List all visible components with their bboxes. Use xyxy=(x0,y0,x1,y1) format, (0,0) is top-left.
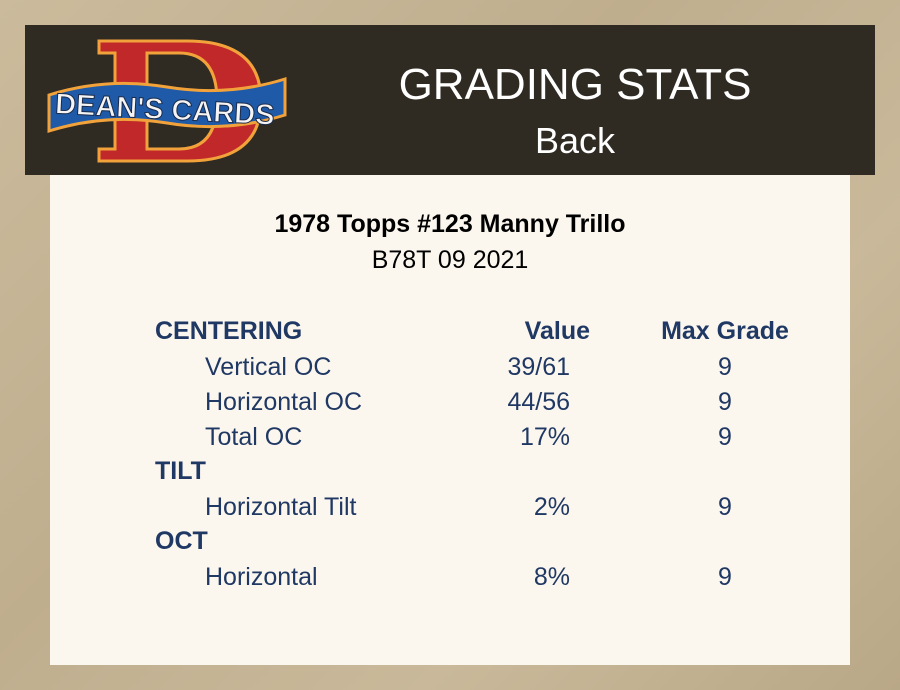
row-label: Vertical OC xyxy=(205,353,332,381)
row-label: Horizontal Tilt xyxy=(205,493,357,521)
stats-panel: 1978 Topps #123 Manny Trillo B78T 09 202… xyxy=(50,175,850,665)
row-max-grade: 9 xyxy=(718,423,732,451)
row-value: 44/56 xyxy=(507,388,570,416)
row-max-grade: 9 xyxy=(718,493,732,521)
card-title: 1978 Topps #123 Manny Trillo xyxy=(274,210,626,238)
table-row: Horizontal Tilt 2% 9 xyxy=(50,492,850,522)
value-column-header: Value xyxy=(524,317,590,345)
section-name: TILT xyxy=(155,457,206,485)
row-label: Horizontal xyxy=(205,563,318,591)
row-value: 8% xyxy=(533,563,570,591)
row-max-grade: 9 xyxy=(718,388,732,416)
section-header-tilt: TILT xyxy=(50,456,850,486)
page-title: GRADING STATS xyxy=(398,60,752,109)
section-header-oct: OCT xyxy=(50,526,850,556)
deans-cards-logo: DEAN'S CARDS xyxy=(47,39,287,163)
row-value: 2% xyxy=(533,493,570,521)
header: DEAN'S CARDS GRADING STATS Back xyxy=(25,25,875,175)
section-name: CENTERING xyxy=(155,317,303,345)
row-label: Horizontal OC xyxy=(205,388,362,416)
row-label: Total OC xyxy=(205,423,303,451)
section-header-centering: CENTERING Value Max Grade xyxy=(50,316,850,346)
row-max-grade: 9 xyxy=(718,353,732,381)
table-row: Total OC 17% 9 xyxy=(50,422,850,452)
section-name: OCT xyxy=(155,527,208,555)
page-subtitle: Back xyxy=(534,120,616,161)
table-row: Horizontal 8% 9 xyxy=(50,562,850,592)
row-value: 39/61 xyxy=(507,353,570,381)
logo-ribbon xyxy=(47,76,287,134)
table-row: Horizontal OC 44/56 9 xyxy=(50,387,850,417)
card-code: B78T 09 2021 xyxy=(371,246,529,274)
row-max-grade: 9 xyxy=(718,563,732,591)
max-grade-column-header: Max Grade xyxy=(661,317,789,345)
table-row: Vertical OC 39/61 9 xyxy=(50,352,850,382)
row-value: 17% xyxy=(519,423,570,451)
